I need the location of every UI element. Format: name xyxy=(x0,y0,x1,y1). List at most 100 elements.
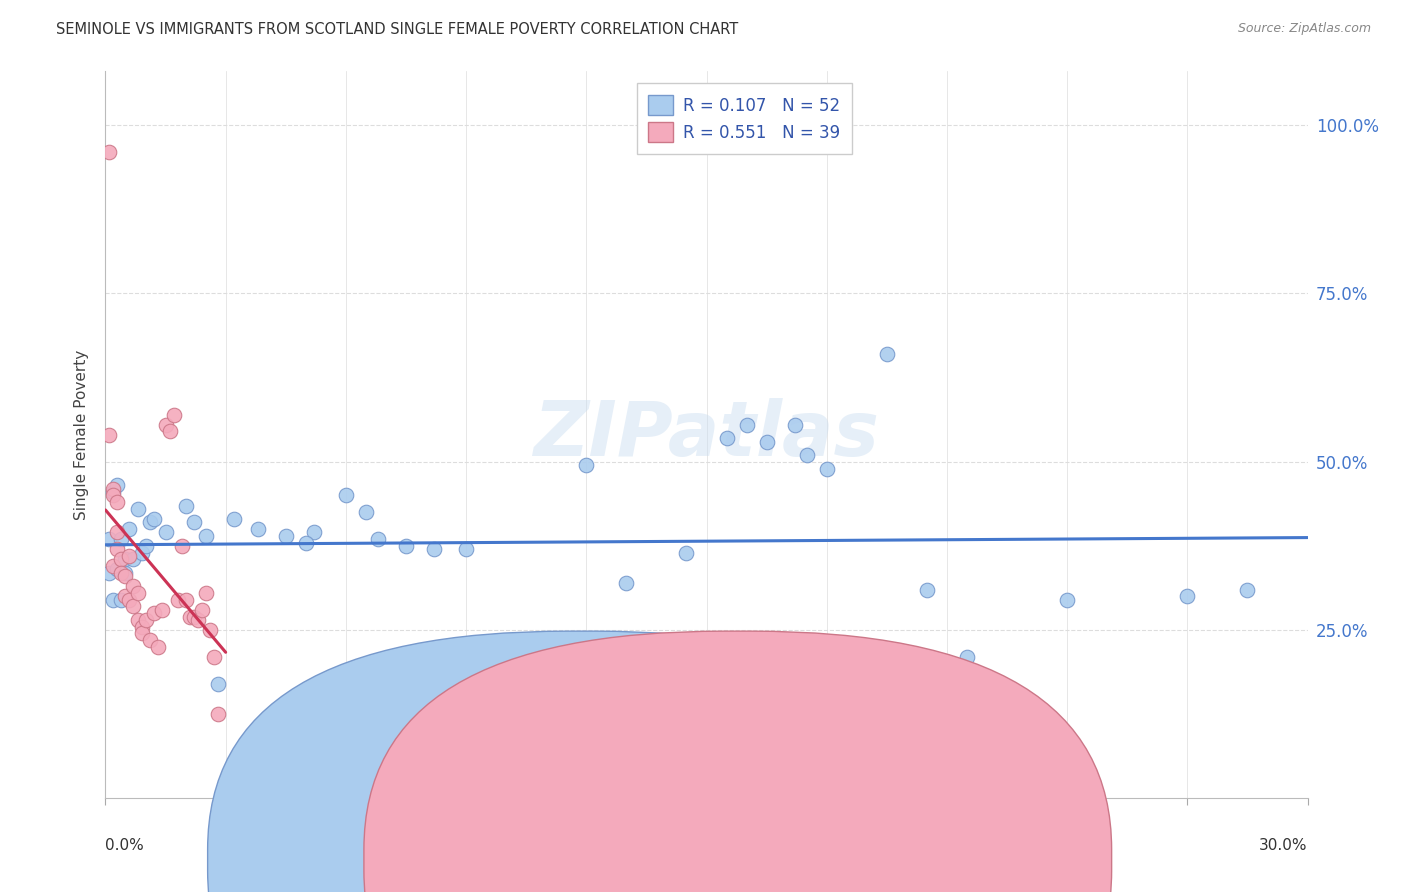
Point xyxy=(114,552,136,566)
Point xyxy=(198,623,221,637)
Point xyxy=(138,516,160,530)
Point xyxy=(956,650,979,665)
Point xyxy=(98,566,121,580)
Point xyxy=(1056,592,1078,607)
Point xyxy=(131,546,153,560)
Point xyxy=(783,417,806,432)
Point xyxy=(815,461,838,475)
Point xyxy=(103,488,125,502)
Point xyxy=(876,347,898,361)
Point xyxy=(274,529,297,543)
Point xyxy=(122,552,145,566)
Point xyxy=(110,552,132,566)
Point xyxy=(174,592,197,607)
Point xyxy=(1177,590,1199,604)
Point xyxy=(98,428,121,442)
Point xyxy=(114,566,136,580)
Point xyxy=(142,512,165,526)
Point xyxy=(114,569,136,583)
Point xyxy=(395,539,418,553)
Point xyxy=(302,525,325,540)
Point xyxy=(135,613,157,627)
Point xyxy=(174,499,197,513)
Point xyxy=(146,640,169,654)
Point xyxy=(107,542,129,557)
Point xyxy=(534,657,557,671)
Point xyxy=(118,522,141,536)
Point xyxy=(110,592,132,607)
Text: 0.0%: 0.0% xyxy=(105,838,145,854)
Point xyxy=(107,478,129,492)
Point xyxy=(114,590,136,604)
Point xyxy=(118,549,141,563)
Point xyxy=(159,425,181,439)
Point xyxy=(103,559,125,574)
Point xyxy=(131,620,153,634)
Point xyxy=(495,677,517,691)
Point xyxy=(202,650,225,665)
Point xyxy=(110,532,132,546)
Point xyxy=(183,516,205,530)
Point xyxy=(796,448,818,462)
Point xyxy=(103,482,125,496)
Legend: R = 0.107   N = 52, R = 0.551   N = 39: R = 0.107 N = 52, R = 0.551 N = 39 xyxy=(637,83,852,154)
Point xyxy=(183,609,205,624)
Point xyxy=(735,417,758,432)
Point xyxy=(98,145,121,160)
Text: Immigrants from Scotland: Immigrants from Scotland xyxy=(758,853,957,868)
Point xyxy=(755,434,778,449)
Text: Seminole: Seminole xyxy=(602,853,673,868)
Point xyxy=(367,532,389,546)
Point xyxy=(155,417,177,432)
Point xyxy=(162,408,184,422)
Point xyxy=(131,626,153,640)
Point xyxy=(616,576,638,591)
Point xyxy=(135,539,157,553)
Point xyxy=(675,546,697,560)
Point xyxy=(295,535,318,549)
Point xyxy=(127,586,149,600)
Point xyxy=(716,431,738,445)
Point xyxy=(1236,582,1258,597)
Point xyxy=(138,633,160,648)
Point xyxy=(423,542,446,557)
Point xyxy=(194,586,217,600)
Point xyxy=(166,592,188,607)
Point xyxy=(122,599,145,614)
Point xyxy=(207,707,229,722)
Point xyxy=(98,532,121,546)
Point xyxy=(246,522,269,536)
Point xyxy=(110,566,132,580)
Text: 30.0%: 30.0% xyxy=(1260,838,1308,854)
Point xyxy=(454,542,477,557)
Point xyxy=(155,525,177,540)
Point xyxy=(142,606,165,620)
Point xyxy=(190,603,212,617)
Point xyxy=(207,677,229,691)
FancyBboxPatch shape xyxy=(364,632,1112,892)
Point xyxy=(187,613,209,627)
Point xyxy=(179,609,201,624)
Point xyxy=(150,603,173,617)
Text: ZIPatlas: ZIPatlas xyxy=(533,398,880,472)
Point xyxy=(915,582,938,597)
Point xyxy=(170,539,193,553)
Text: Source: ZipAtlas.com: Source: ZipAtlas.com xyxy=(1237,22,1371,36)
Y-axis label: Single Female Poverty: Single Female Poverty xyxy=(75,350,90,520)
Point xyxy=(575,458,598,472)
Point xyxy=(103,592,125,607)
Point xyxy=(107,495,129,509)
Point xyxy=(475,650,498,665)
Point xyxy=(222,512,245,526)
Point xyxy=(127,502,149,516)
Point xyxy=(122,579,145,593)
Point xyxy=(194,529,217,543)
FancyBboxPatch shape xyxy=(208,632,955,892)
Point xyxy=(118,592,141,607)
Point xyxy=(335,488,357,502)
Point xyxy=(354,505,377,519)
Point xyxy=(716,680,738,694)
Point xyxy=(107,562,129,576)
Point xyxy=(103,485,125,500)
Text: SEMINOLE VS IMMIGRANTS FROM SCOTLAND SINGLE FEMALE POVERTY CORRELATION CHART: SEMINOLE VS IMMIGRANTS FROM SCOTLAND SIN… xyxy=(56,22,738,37)
